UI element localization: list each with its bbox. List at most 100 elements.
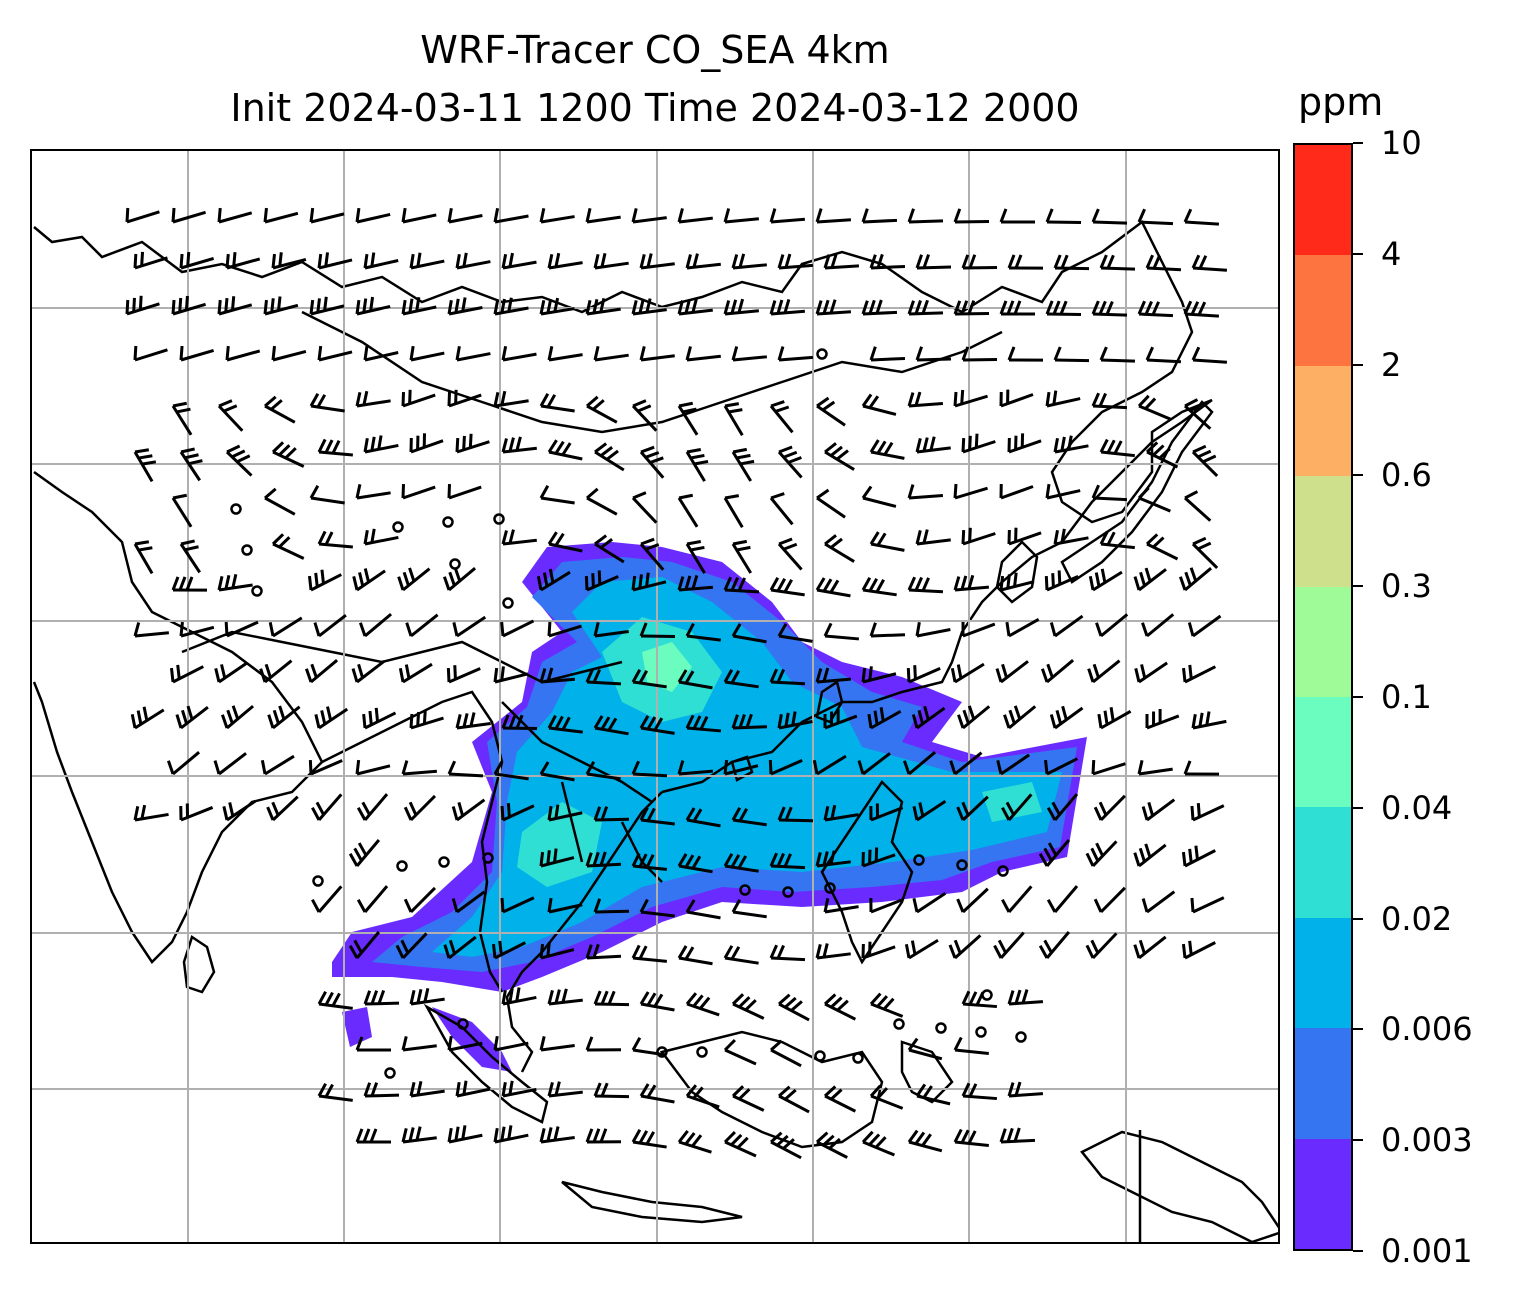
calm-wind-marker xyxy=(442,516,454,528)
wind-barb xyxy=(993,931,1025,959)
wind-barb xyxy=(869,253,906,270)
wind-barb xyxy=(769,577,805,597)
wind-barb xyxy=(125,207,160,224)
wind-barb xyxy=(179,803,214,822)
wind-barb xyxy=(685,807,721,828)
wind-barb xyxy=(355,759,391,776)
wind-barb xyxy=(271,345,307,362)
wind-barb xyxy=(171,295,207,316)
wind-barb xyxy=(769,492,794,526)
wind-barb xyxy=(171,401,193,436)
wind-barb xyxy=(912,800,947,822)
wind-barb xyxy=(409,252,445,270)
wind-barb xyxy=(539,942,575,960)
wind-barb xyxy=(355,296,391,316)
colorbar-tick-label: 0.04 xyxy=(1381,788,1453,827)
wind-barb xyxy=(501,252,537,270)
wind-barb xyxy=(961,621,996,638)
coastline-sumatra xyxy=(423,1003,549,1124)
wind-barb xyxy=(493,297,529,316)
wind-barb xyxy=(446,665,481,684)
wind-barb xyxy=(639,537,665,571)
calm-wind-marker xyxy=(997,865,1009,877)
wind-barb xyxy=(731,346,767,362)
wind-barb xyxy=(816,488,846,519)
wind-barb xyxy=(405,613,439,638)
wind-barb xyxy=(1046,885,1079,913)
wind-barb xyxy=(869,346,906,362)
wind-barb xyxy=(1091,392,1128,410)
wind-barb xyxy=(999,1127,1036,1144)
wind-barb xyxy=(907,391,944,408)
wind-barb xyxy=(1091,300,1128,317)
wind-barb xyxy=(999,483,1034,500)
wind-barb xyxy=(271,252,307,270)
wind-barb xyxy=(1145,441,1179,469)
coastline-indochina xyxy=(505,791,663,1073)
colorbar-tick-label: 0.001 xyxy=(1381,1232,1473,1270)
wind-barb xyxy=(999,208,1036,224)
wind-barb xyxy=(777,711,813,730)
wind-barb xyxy=(948,934,982,960)
wind-barb xyxy=(769,944,806,962)
wind-barb xyxy=(1099,346,1136,363)
wind-barb xyxy=(915,529,951,546)
wind-barb xyxy=(311,793,343,821)
wind-barb xyxy=(685,346,721,362)
wind-barb xyxy=(961,433,996,454)
wind-barb xyxy=(961,346,998,362)
wind-barb xyxy=(869,992,904,1018)
wind-barb xyxy=(271,441,305,468)
wind-barb xyxy=(1141,613,1175,638)
wind-barb xyxy=(1133,567,1167,592)
wind-barb xyxy=(723,402,744,437)
calm-wind-marker xyxy=(241,544,253,556)
wind-barb xyxy=(1088,568,1123,592)
wind-barb xyxy=(1005,618,1040,638)
wind-barb xyxy=(493,390,529,408)
wind-barb xyxy=(355,483,391,500)
wind-barb xyxy=(1191,346,1228,364)
wind-barb xyxy=(451,798,486,822)
colorbar-tick-label: 0.02 xyxy=(1381,899,1453,938)
wind-barb xyxy=(823,1085,857,1113)
calm-wind-marker xyxy=(913,854,925,866)
wind-barb xyxy=(547,988,583,1006)
colorbar-segment xyxy=(1295,1138,1351,1250)
wind-barb xyxy=(639,253,675,270)
wind-barb xyxy=(314,706,349,730)
wind-barb xyxy=(225,345,261,362)
wind-barb xyxy=(500,803,535,822)
wind-barb xyxy=(1182,664,1217,684)
wind-barb xyxy=(214,661,248,684)
wind-barb xyxy=(1053,254,1090,271)
wind-barb xyxy=(769,852,806,870)
wind-barb xyxy=(823,622,860,641)
calm-wind-marker xyxy=(457,1018,469,1030)
calm-wind-marker xyxy=(824,882,836,894)
calm-wind-marker xyxy=(438,856,450,868)
wind-barb xyxy=(493,761,529,781)
wind-barb xyxy=(501,714,538,730)
wind-barb xyxy=(267,705,301,730)
wind-barb xyxy=(401,297,437,316)
calm-wind-marker xyxy=(956,859,968,871)
wind-barb xyxy=(179,345,215,362)
wind-barb xyxy=(585,943,622,960)
wind-barb xyxy=(961,1082,998,1101)
coastline-korea xyxy=(995,540,1039,604)
wind-barb xyxy=(169,664,204,684)
wind-barb xyxy=(1007,1081,1044,1098)
wind-barb xyxy=(585,1128,622,1144)
wind-barb xyxy=(631,208,667,224)
colorbar-segment xyxy=(1295,145,1351,256)
wind-barb xyxy=(1049,705,1084,730)
wind-barb xyxy=(861,485,897,508)
wind-barb xyxy=(179,251,215,270)
wind-barb xyxy=(1038,931,1071,959)
wind-barb xyxy=(685,447,709,482)
wind-barb xyxy=(442,567,477,592)
wind-barb xyxy=(547,345,583,362)
wind-barb xyxy=(1091,759,1126,776)
calm-wind-marker xyxy=(816,348,828,360)
